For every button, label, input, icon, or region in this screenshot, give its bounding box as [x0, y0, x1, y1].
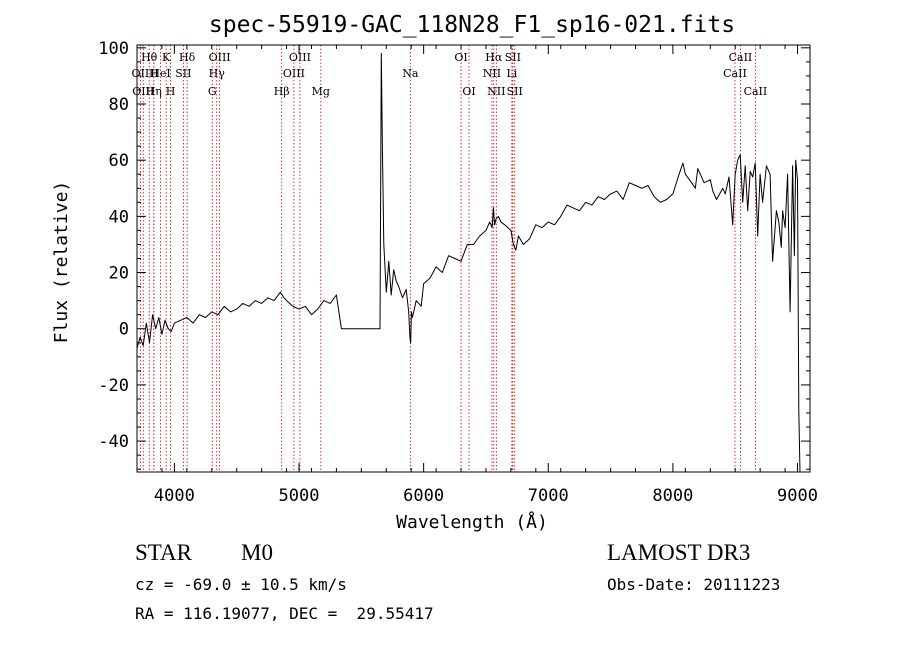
x-tick-label: 6000 — [403, 486, 444, 506]
spectral-line-label: CaII — [729, 51, 753, 64]
spectral-line-label: Hα — [485, 51, 503, 64]
spectral-line-label: Hη — [146, 85, 162, 98]
spectral-line-label: OIII — [132, 85, 154, 98]
spectral-line-label: CaII — [744, 85, 768, 98]
y-tick-label: 40 — [109, 207, 129, 227]
spectral-line-label: Hβ — [274, 85, 290, 98]
spectral-line-label: Li — [506, 67, 517, 80]
spectral-line-markers — [139, 45, 756, 472]
x-tick-label: 4000 — [154, 486, 195, 506]
object-class: STAR — [135, 540, 192, 565]
x-tick-label: 9000 — [777, 486, 818, 506]
spectral-line-label: OIII — [209, 51, 231, 64]
y-tick-label: 0 — [119, 320, 129, 340]
y-axis: -40 -20 0 20 40 60 80 100 — [98, 39, 810, 470]
x-axis: 4000 5000 6000 7000 8000 9000 — [136, 45, 818, 506]
spectral-line-label: SII — [507, 85, 523, 98]
spectral-line-label: OI — [462, 85, 475, 98]
spectral-line-label: OIII — [283, 67, 305, 80]
spectral-line-label: H — [149, 67, 159, 80]
spectral-line-label: CaII — [723, 67, 747, 80]
x-axis-label: Wavelength (Å) — [396, 511, 548, 533]
spectral-line-label: Na — [402, 67, 419, 80]
y-tick-label: 80 — [109, 95, 129, 115]
redshift-cz: cz = -69.0 ± 10.5 km/s — [135, 575, 347, 594]
x-tick-label: 7000 — [528, 486, 569, 506]
spectral-line-label: OII — [132, 67, 150, 80]
y-tick-label: 100 — [98, 39, 129, 59]
chart-title: spec-55919-GAC_118N28_F1_sp16-021.fits — [209, 12, 735, 38]
x-tick-label: 5000 — [279, 486, 320, 506]
spectral-line-label: Hγ — [209, 67, 226, 80]
plot-frame — [136, 44, 811, 473]
y-tick-label: -40 — [98, 432, 129, 452]
spectral-line-label: H — [166, 85, 176, 98]
x-tick-label: 8000 — [652, 486, 693, 506]
coordinates: RA = 116.19077, DEC = 29.55417 — [135, 604, 434, 623]
spectral-line-label: Mg — [312, 85, 330, 98]
spectral-line-label: OI — [454, 51, 467, 64]
spectral-line-label: HeI — [150, 67, 170, 80]
y-tick-label: -20 — [98, 376, 129, 396]
spectral-line-label: K — [162, 51, 171, 64]
spectral-line-label: SII — [505, 51, 521, 64]
y-tick-label: 20 — [109, 264, 129, 284]
spectral-line-label: G — [208, 85, 217, 98]
survey-name: LAMOST DR3 — [607, 540, 751, 565]
spectral-line-label: NII — [487, 85, 505, 98]
spectral-line-label: Hθ — [141, 51, 158, 64]
spectral-line-label: SII — [175, 67, 191, 80]
y-axis-label: Flux (relative) — [51, 181, 72, 344]
object-subclass: M0 — [241, 540, 273, 565]
spectrum-series — [136, 52, 805, 473]
observation-date: Obs-Date: 20111223 — [607, 575, 781, 594]
spectral-line-label: OIII — [289, 51, 311, 64]
spectral-line-label: Hδ — [179, 51, 196, 64]
y-tick-label: 60 — [109, 151, 129, 171]
spectral-line-label: NII — [483, 67, 501, 80]
spectrum-line — [136, 52, 805, 473]
